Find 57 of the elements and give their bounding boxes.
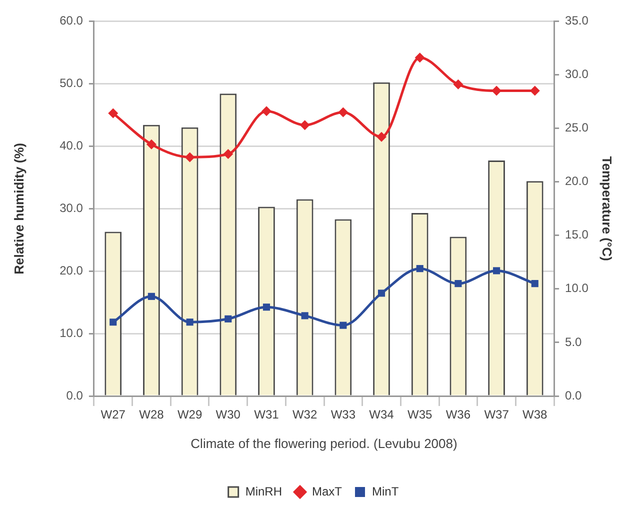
y-tick-label: 50.0 bbox=[60, 76, 84, 90]
x-tick-label: W31 bbox=[254, 408, 280, 422]
y2-tick-label: 0.0 bbox=[565, 388, 582, 402]
x-tick-label: W35 bbox=[408, 408, 433, 422]
point bbox=[414, 52, 425, 63]
legend-label: MinT bbox=[372, 484, 400, 498]
x-tick-label: W29 bbox=[177, 408, 202, 422]
point bbox=[186, 318, 194, 326]
x-tick-label: W38 bbox=[522, 408, 548, 422]
point bbox=[148, 292, 155, 300]
point bbox=[146, 139, 156, 150]
point bbox=[493, 267, 500, 274]
y2-tick-label: 15.0 bbox=[565, 228, 589, 242]
y2-tick-label: 10.0 bbox=[565, 281, 589, 296]
y2-tick-label: 30.0 bbox=[565, 67, 589, 82]
x-tick-label: W37 bbox=[484, 408, 510, 422]
y2-tick-label: 20.0 bbox=[565, 174, 589, 188]
point bbox=[338, 107, 348, 118]
y-tick-label: 30.0 bbox=[60, 200, 84, 215]
point bbox=[378, 290, 386, 297]
y-tick-label: 20.0 bbox=[60, 263, 84, 278]
point bbox=[184, 152, 195, 162]
x-tick-label: W34 bbox=[369, 408, 394, 422]
point bbox=[453, 79, 464, 90]
y-tick-label: 0.0 bbox=[66, 388, 84, 402]
x-tick-label: W33 bbox=[330, 408, 356, 422]
point bbox=[492, 86, 502, 96]
point bbox=[301, 312, 308, 320]
point bbox=[110, 318, 117, 326]
y2-axis-title: Temperature (°C) bbox=[600, 156, 615, 261]
point bbox=[108, 108, 118, 118]
x-tick-label: W36 bbox=[446, 408, 471, 422]
x-tick-label: W28 bbox=[139, 408, 164, 422]
point bbox=[531, 280, 538, 288]
point bbox=[416, 265, 424, 272]
y-tick-label: 40.0 bbox=[60, 138, 84, 152]
point bbox=[376, 132, 387, 142]
point bbox=[530, 86, 540, 96]
y2-tick-label: 35.0 bbox=[565, 14, 589, 28]
y2-tick-label: 5.0 bbox=[565, 334, 582, 349]
point bbox=[454, 280, 462, 288]
legend-label: MinRH bbox=[245, 484, 282, 498]
y2-tick-label: 25.0 bbox=[565, 120, 589, 135]
x-tick-label: W30 bbox=[216, 408, 241, 422]
x-axis-title: Climate of the flowering period. (Levubu 2008) bbox=[190, 436, 458, 451]
y-axis-title: Relative humidity (%) bbox=[11, 142, 26, 274]
point bbox=[262, 304, 270, 311]
x-tick-label: W27 bbox=[100, 408, 126, 422]
legend-label: MaxT bbox=[312, 484, 343, 498]
point bbox=[300, 120, 310, 130]
point bbox=[340, 322, 347, 329]
y-tick-label: 60.0 bbox=[60, 14, 84, 28]
point bbox=[223, 148, 234, 159]
y-tick-label: 10.0 bbox=[60, 326, 84, 340]
point bbox=[261, 106, 272, 116]
x-tick-label: W32 bbox=[292, 408, 318, 422]
point bbox=[224, 315, 232, 322]
